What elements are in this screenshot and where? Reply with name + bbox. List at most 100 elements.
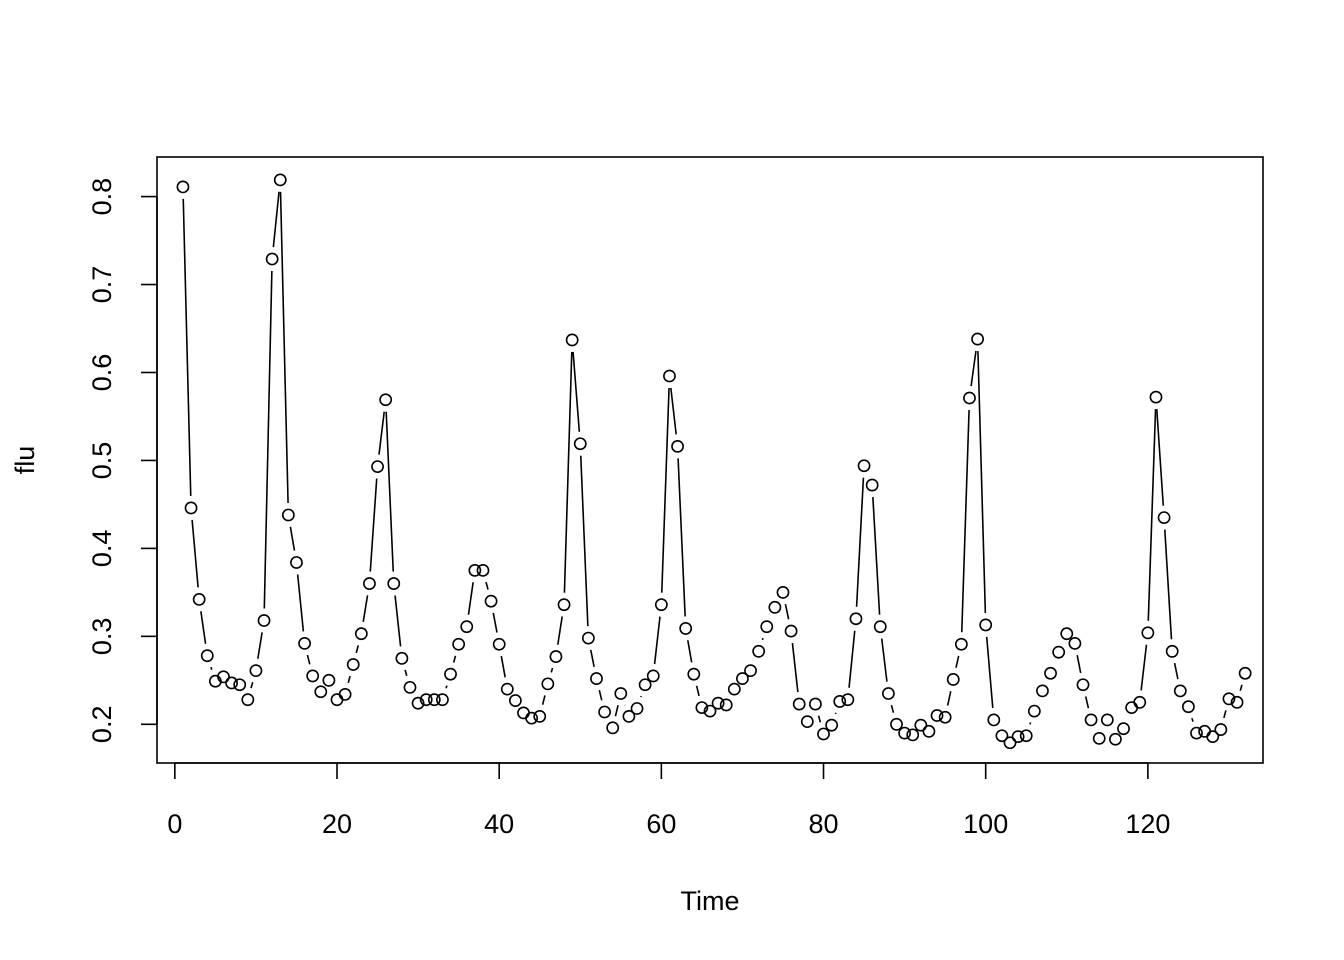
data-point bbox=[890, 717, 903, 731]
data-point bbox=[703, 704, 717, 718]
data-point bbox=[184, 501, 198, 515]
line-segment bbox=[572, 351, 581, 432]
data-point bbox=[1117, 722, 1130, 736]
data-point bbox=[379, 393, 393, 407]
data-point bbox=[752, 644, 766, 658]
data-point bbox=[233, 678, 247, 692]
x-tick-label: 100 bbox=[963, 809, 1008, 839]
line-segment bbox=[250, 681, 254, 689]
data-point bbox=[1165, 644, 1179, 658]
series-line-segments bbox=[182, 191, 1243, 725]
data-point bbox=[987, 713, 1001, 727]
x-tick-label: 20 bbox=[322, 809, 352, 839]
data-point bbox=[1084, 713, 1098, 727]
line-segment bbox=[467, 582, 474, 615]
line-segment bbox=[784, 603, 790, 620]
data-point bbox=[1019, 729, 1033, 743]
data-point bbox=[646, 669, 660, 683]
line-segment bbox=[614, 705, 619, 717]
line-segment bbox=[289, 526, 296, 551]
data-point bbox=[744, 664, 757, 678]
data-point bbox=[314, 685, 328, 699]
y-tick-label: 0.6 bbox=[87, 354, 117, 392]
data-point bbox=[679, 622, 693, 635]
x-tick-label: 60 bbox=[646, 809, 676, 839]
line-segment bbox=[1140, 644, 1148, 691]
line-segment bbox=[1076, 655, 1082, 674]
line-segment bbox=[1191, 717, 1194, 722]
data-point bbox=[427, 693, 441, 707]
data-point bbox=[281, 508, 295, 522]
line-segment bbox=[880, 638, 888, 682]
line-segment bbox=[1147, 409, 1157, 621]
data-point bbox=[363, 577, 376, 590]
y-axis-title: flu bbox=[10, 446, 40, 475]
line-segment bbox=[1164, 529, 1173, 640]
line-segment bbox=[970, 350, 977, 387]
data-point bbox=[573, 437, 587, 451]
data-point bbox=[436, 693, 449, 707]
line-segment bbox=[445, 685, 448, 689]
data-point bbox=[403, 680, 417, 694]
line-segment bbox=[589, 649, 595, 667]
line-segment bbox=[960, 409, 970, 633]
data-point bbox=[768, 600, 782, 614]
data-point bbox=[963, 391, 976, 405]
line-segment bbox=[263, 271, 273, 609]
data-point bbox=[1092, 731, 1106, 745]
data-point bbox=[241, 693, 255, 707]
line-segment bbox=[452, 655, 457, 663]
data-point bbox=[192, 593, 206, 606]
y-tick-label: 0.8 bbox=[87, 178, 117, 216]
data-point bbox=[784, 624, 798, 638]
data-point bbox=[419, 693, 433, 707]
data-point bbox=[549, 650, 563, 663]
data-point bbox=[411, 696, 425, 710]
data-point bbox=[1100, 713, 1114, 727]
data-point bbox=[387, 577, 401, 590]
line-segment bbox=[598, 690, 603, 701]
data-point bbox=[598, 705, 611, 719]
data-point bbox=[1133, 695, 1147, 709]
data-point bbox=[881, 687, 895, 700]
line-segment bbox=[541, 695, 546, 705]
line-segment bbox=[1239, 684, 1243, 691]
line-segment bbox=[182, 198, 192, 496]
data-point bbox=[476, 563, 490, 577]
data-point bbox=[1027, 704, 1041, 718]
data-point bbox=[249, 664, 263, 678]
data-point bbox=[557, 598, 571, 612]
data-point bbox=[1011, 730, 1025, 744]
line-segment bbox=[191, 519, 199, 588]
data-point bbox=[849, 612, 863, 626]
data-point bbox=[565, 333, 579, 347]
data-point bbox=[638, 678, 652, 692]
data-point bbox=[922, 724, 936, 738]
data-point bbox=[1125, 701, 1139, 714]
data-point bbox=[873, 620, 887, 634]
data-point bbox=[776, 585, 790, 599]
data-point bbox=[508, 694, 522, 707]
data-point bbox=[176, 180, 190, 194]
data-point bbox=[930, 709, 944, 722]
data-point bbox=[825, 718, 839, 732]
line-segment bbox=[369, 478, 378, 572]
data-point bbox=[1238, 666, 1252, 680]
x-axis: 0 20 40 60 80 100 120 bbox=[167, 762, 1170, 839]
line-segment bbox=[695, 685, 700, 697]
data-point bbox=[322, 673, 336, 687]
line-segment bbox=[362, 595, 369, 622]
data-point bbox=[1149, 390, 1163, 404]
data-point bbox=[1076, 678, 1090, 692]
data-point bbox=[719, 698, 733, 712]
data-point bbox=[1036, 684, 1049, 698]
data-point bbox=[711, 696, 725, 710]
data-point bbox=[857, 459, 871, 473]
data-point bbox=[217, 670, 230, 684]
line-segment bbox=[1223, 710, 1227, 719]
data-point bbox=[800, 715, 814, 729]
data-point bbox=[606, 721, 620, 735]
line-segment bbox=[550, 667, 554, 673]
data-point bbox=[1222, 692, 1236, 706]
data-point bbox=[533, 709, 547, 723]
